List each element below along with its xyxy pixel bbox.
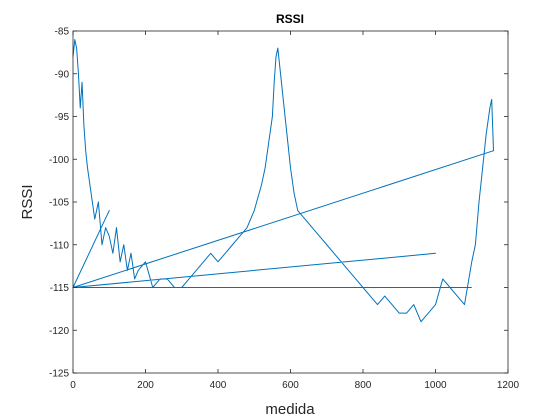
x-axis-label: medida xyxy=(265,401,315,418)
y-tick-label: -105 xyxy=(49,198,69,209)
y-tick-label: -95 xyxy=(55,112,70,123)
y-tick-label: -85 xyxy=(55,27,70,38)
y-tick-label: -120 xyxy=(49,326,69,337)
y-axis: -85 -90 -95 -100 -105 -110 -115 -120 -125 xyxy=(49,27,508,380)
x-tick-label: 800 xyxy=(355,380,372,391)
data-layer xyxy=(72,39,494,323)
series-line xyxy=(72,39,494,323)
x-tick-label: 400 xyxy=(210,380,227,391)
y-tick-label: -115 xyxy=(50,283,70,294)
y-tick-label: -125 xyxy=(49,369,69,380)
x-axis: 0 200 400 600 800 1000 1200 xyxy=(70,31,520,391)
plot-area xyxy=(73,31,508,373)
y-tick-label: -110 xyxy=(50,240,70,251)
y-tick-label: -90 xyxy=(55,69,70,80)
y-axis-label: RSSI xyxy=(19,184,36,219)
x-tick-label: 1000 xyxy=(424,380,447,391)
x-tick-label: 0 xyxy=(70,380,76,391)
y-tick-label: -100 xyxy=(49,155,69,166)
x-tick-label: 1200 xyxy=(497,380,520,391)
chart-title: RSSI xyxy=(276,12,304,26)
x-tick-label: 200 xyxy=(137,380,154,391)
x-tick-label: 600 xyxy=(282,380,299,391)
